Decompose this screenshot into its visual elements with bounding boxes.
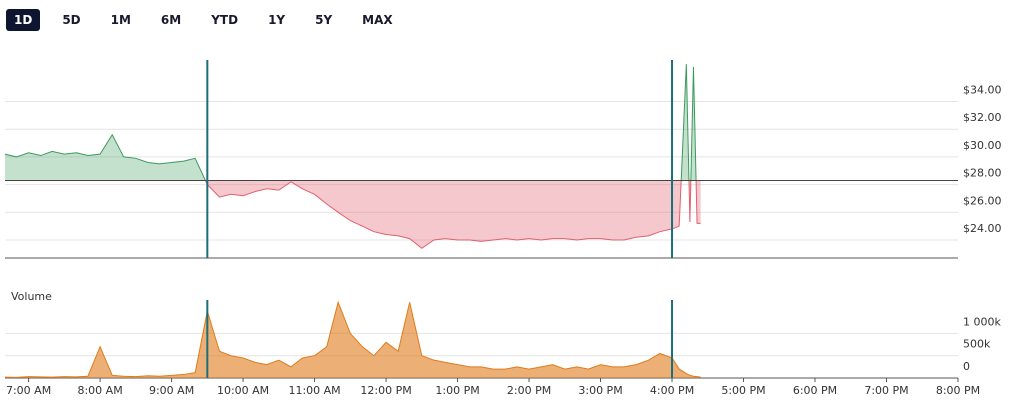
y-tick-label: $26.00 xyxy=(963,194,1002,207)
price-line-down xyxy=(204,180,701,249)
range-tab[interactable]: YTD xyxy=(211,13,239,27)
price-area-down xyxy=(5,180,701,249)
y-tick-label: $32.00 xyxy=(963,111,1002,124)
x-tick-label: 9:00 AM xyxy=(149,384,194,397)
volume-title: Volume xyxy=(11,290,52,303)
y-tick-label: 1 000k xyxy=(963,315,1001,328)
range-tab[interactable]: MAX xyxy=(362,13,393,27)
x-tick-label: 4:00 PM xyxy=(650,384,694,397)
x-tick-label: 8:00 PM xyxy=(936,384,980,397)
x-tick-label: 11:00 AM xyxy=(288,384,340,397)
y-tick-label: 0 xyxy=(963,360,970,373)
x-tick-label: 6:00 PM xyxy=(793,384,837,397)
x-tick-label: 12:00 PM xyxy=(360,384,411,397)
y-tick-label: $34.00 xyxy=(963,84,1002,97)
x-tick-label: 5:00 PM xyxy=(721,384,765,397)
x-tick-label: 2:00 PM xyxy=(507,384,551,397)
price-line-up xyxy=(4,64,697,181)
x-tick-label: 10:00 AM xyxy=(217,384,269,397)
y-tick-label: $24.00 xyxy=(963,222,1002,235)
x-tick-label: 7:00 PM xyxy=(864,384,908,397)
range-tab[interactable]: 5D xyxy=(62,13,81,27)
volume-line xyxy=(4,300,701,378)
range-tab[interactable]: 5Y xyxy=(315,13,333,27)
range-tab[interactable]: 6M xyxy=(160,13,182,27)
y-tick-label: 500k xyxy=(963,338,991,351)
range-tab[interactable]: 1Y xyxy=(268,13,286,27)
y-tick-label: $28.00 xyxy=(963,167,1002,180)
range-tab[interactable]: 1M xyxy=(110,13,131,27)
price-area-up xyxy=(5,64,697,181)
range-tabs: 1D 5D 1M 6M YTD 1Y 5Y MAX xyxy=(6,9,415,31)
x-tick-label: 7:00 AM xyxy=(6,384,51,397)
x-tick-label: 3:00 PM xyxy=(578,384,622,397)
y-tick-label: $30.00 xyxy=(963,139,1002,152)
x-tick-label: 8:00 AM xyxy=(77,384,122,397)
x-tick-label: 1:00 PM xyxy=(435,384,479,397)
volume-area xyxy=(5,302,701,378)
range-tab[interactable]: 1D xyxy=(6,9,41,31)
